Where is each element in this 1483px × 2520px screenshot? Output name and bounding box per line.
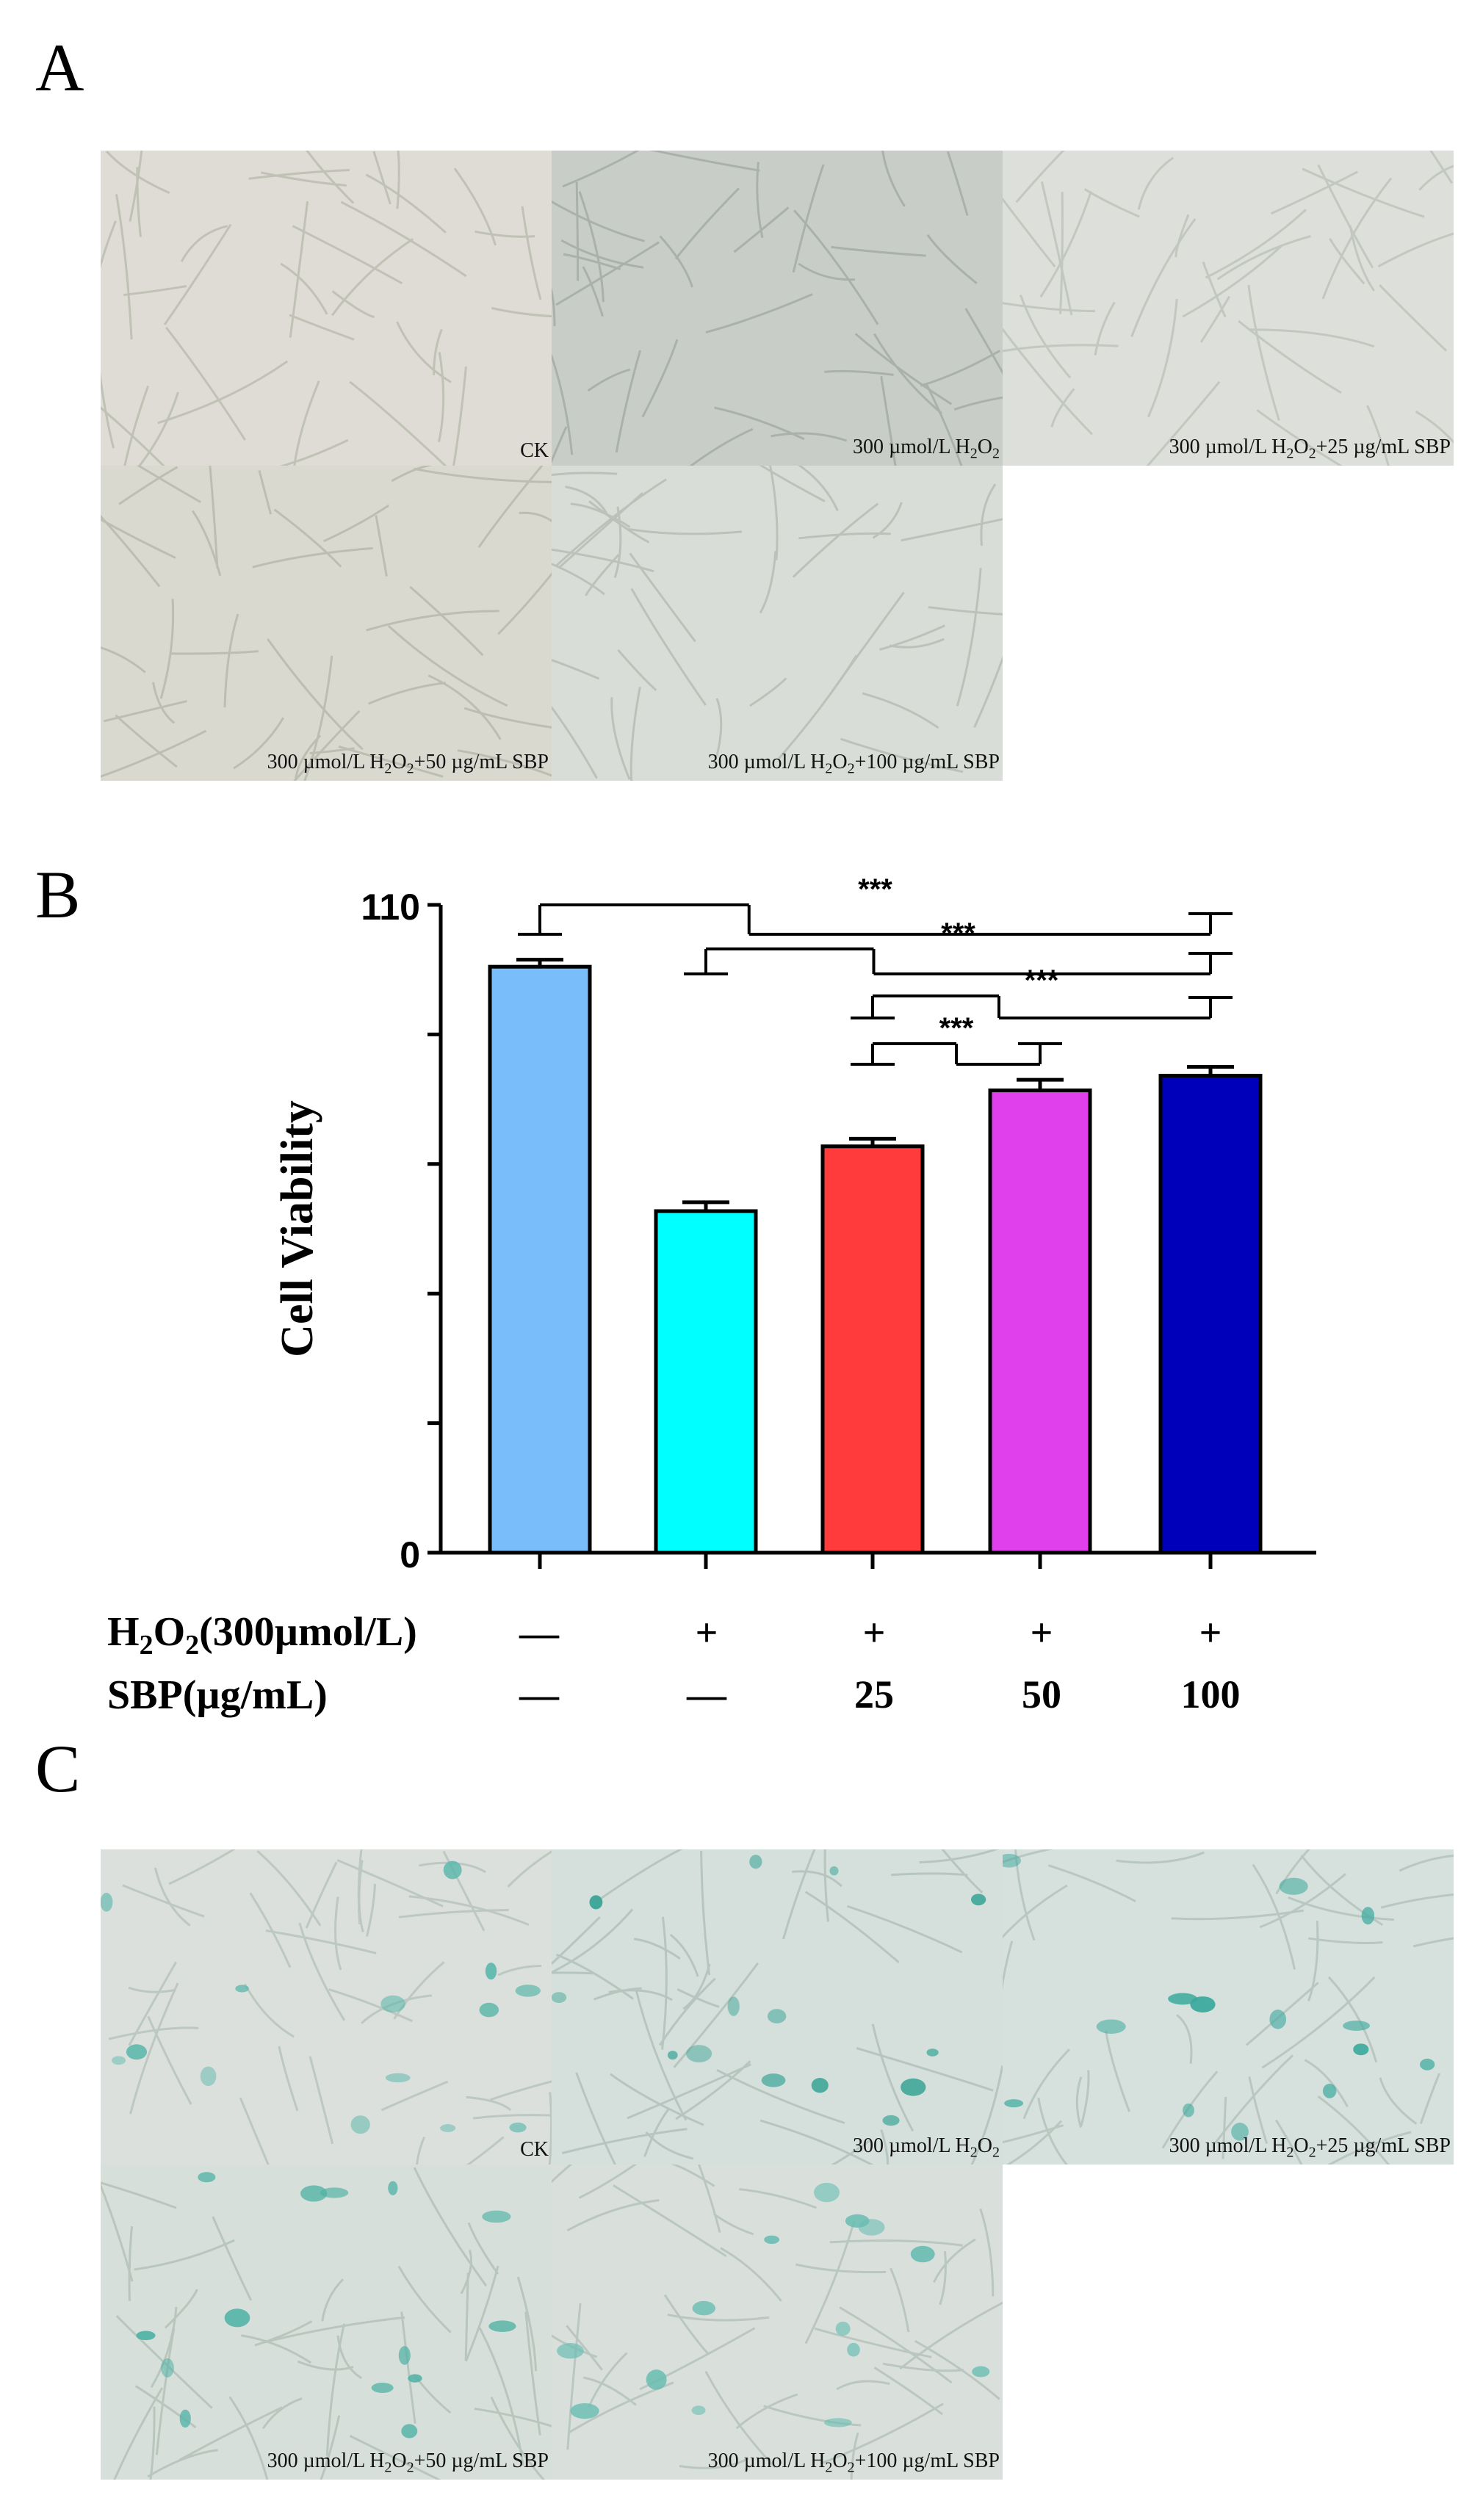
significance-bracket: *** [851, 1012, 1062, 1066]
micrograph-caption: 300 µmol/L H2O2+50 µg/mL SBP [267, 751, 549, 777]
micrograph-h2o2-100: 300 µmol/L H2O2+100 µg/mL SBP [552, 466, 1003, 781]
stained-cell-image [101, 2165, 552, 2480]
significance-label: *** [858, 873, 892, 906]
cell-viability-bar-chart: 0 110 Cell Viability *** *** *** *** [273, 873, 1316, 1575]
micrograph-caption: CK [520, 2138, 549, 2161]
y-tick-label: 0 [400, 1534, 420, 1575]
stained-cell-image [552, 1849, 1003, 2165]
y-axis-label: Cell Viability [273, 1100, 322, 1357]
h2o2-row-label: H2O2(300µmol/L) [107, 1609, 417, 1661]
h2o2-cell: — [519, 1611, 559, 1655]
micrograph-caption: 300 µmol/L H2O2+100 µg/mL SBP [707, 2449, 1000, 2476]
cell-image [101, 466, 552, 781]
significance-bracket: *** [851, 964, 1233, 1019]
micrograph-caption: 300 µmol/L H2O2+25 µg/mL SBP [1169, 436, 1451, 462]
micrograph-ck: CK [101, 151, 552, 466]
significance-bracket: *** [684, 917, 1233, 975]
bar [1158, 1074, 1263, 1555]
sbp-row-label: SBP(µg/mL) [107, 1672, 328, 1718]
h2o2-cell: + [1030, 1611, 1053, 1655]
bar [488, 964, 592, 1555]
cell-image [552, 151, 1003, 466]
micrograph-h2o2-25: 300 µmol/L H2O2+25 µg/mL SBP [1003, 151, 1454, 466]
sbp-cell: 100 [1180, 1672, 1241, 1716]
y-tick-label: 110 [361, 887, 420, 928]
sbp-cell: — [519, 1672, 559, 1716]
stained-h2o2-100: 300 µmol/L H2O2+100 µg/mL SBP [552, 2165, 1003, 2480]
bar [820, 1144, 925, 1555]
h2o2-cell: + [862, 1611, 886, 1655]
significance-label: *** [939, 1012, 974, 1044]
stained-cell-image [101, 1849, 552, 2165]
micrograph-caption: 300 µmol/L H2O2+25 µg/mL SBP [1169, 2134, 1451, 2161]
panel-label-c: C [35, 1731, 81, 1806]
micrograph-grid-brightfield: CK 300 µmol/L H2O2 300 µmol/L H2O2+25 µg… [101, 151, 1454, 781]
significance-label: *** [1025, 964, 1059, 997]
stained-cell-image [552, 2165, 1003, 2480]
micrograph-caption: CK [520, 439, 549, 462]
sbp-cell: — [687, 1672, 726, 1716]
cell-image [101, 151, 552, 466]
sbp-cell: 50 [1022, 1672, 1061, 1716]
panel-label-b: B [35, 857, 81, 932]
micrograph-h2o2: 300 µmol/L H2O2 [552, 151, 1003, 466]
stained-h2o2-50: 300 µmol/L H2O2+50 µg/mL SBP [101, 2165, 552, 2480]
cell-image [1003, 151, 1454, 466]
micrograph-caption: 300 µmol/L H2O2 [853, 436, 1000, 462]
significance-bracket: *** [518, 873, 1233, 936]
h2o2-cell: + [1199, 1611, 1222, 1655]
h2o2-cell: + [695, 1611, 718, 1655]
stained-h2o2-25: 300 µmol/L H2O2+25 µg/mL SBP [1003, 1849, 1454, 2165]
micrograph-grid-stained: CK 300 µmol/L H2O2 300 µmol/L H2O2+25 µg… [101, 1849, 1454, 2480]
bar [654, 1209, 758, 1555]
micrograph-caption: 300 µmol/L H2O2 [853, 2134, 1000, 2161]
sbp-cell: 25 [854, 1672, 894, 1716]
stained-ck: CK [101, 1849, 552, 2165]
significance-label: *** [941, 917, 975, 950]
stained-h2o2: 300 µmol/L H2O2 [552, 1849, 1003, 2165]
stained-cell-image [1003, 1849, 1454, 2165]
cell-image [552, 466, 1003, 781]
panel-label-a: A [35, 30, 84, 105]
micrograph-caption: 300 µmol/L H2O2+100 µg/mL SBP [707, 751, 1000, 777]
micrograph-h2o2-50: 300 µmol/L H2O2+50 µg/mL SBP [101, 466, 552, 781]
micrograph-caption: 300 µmol/L H2O2+50 µg/mL SBP [267, 2449, 549, 2476]
bar [988, 1088, 1092, 1555]
